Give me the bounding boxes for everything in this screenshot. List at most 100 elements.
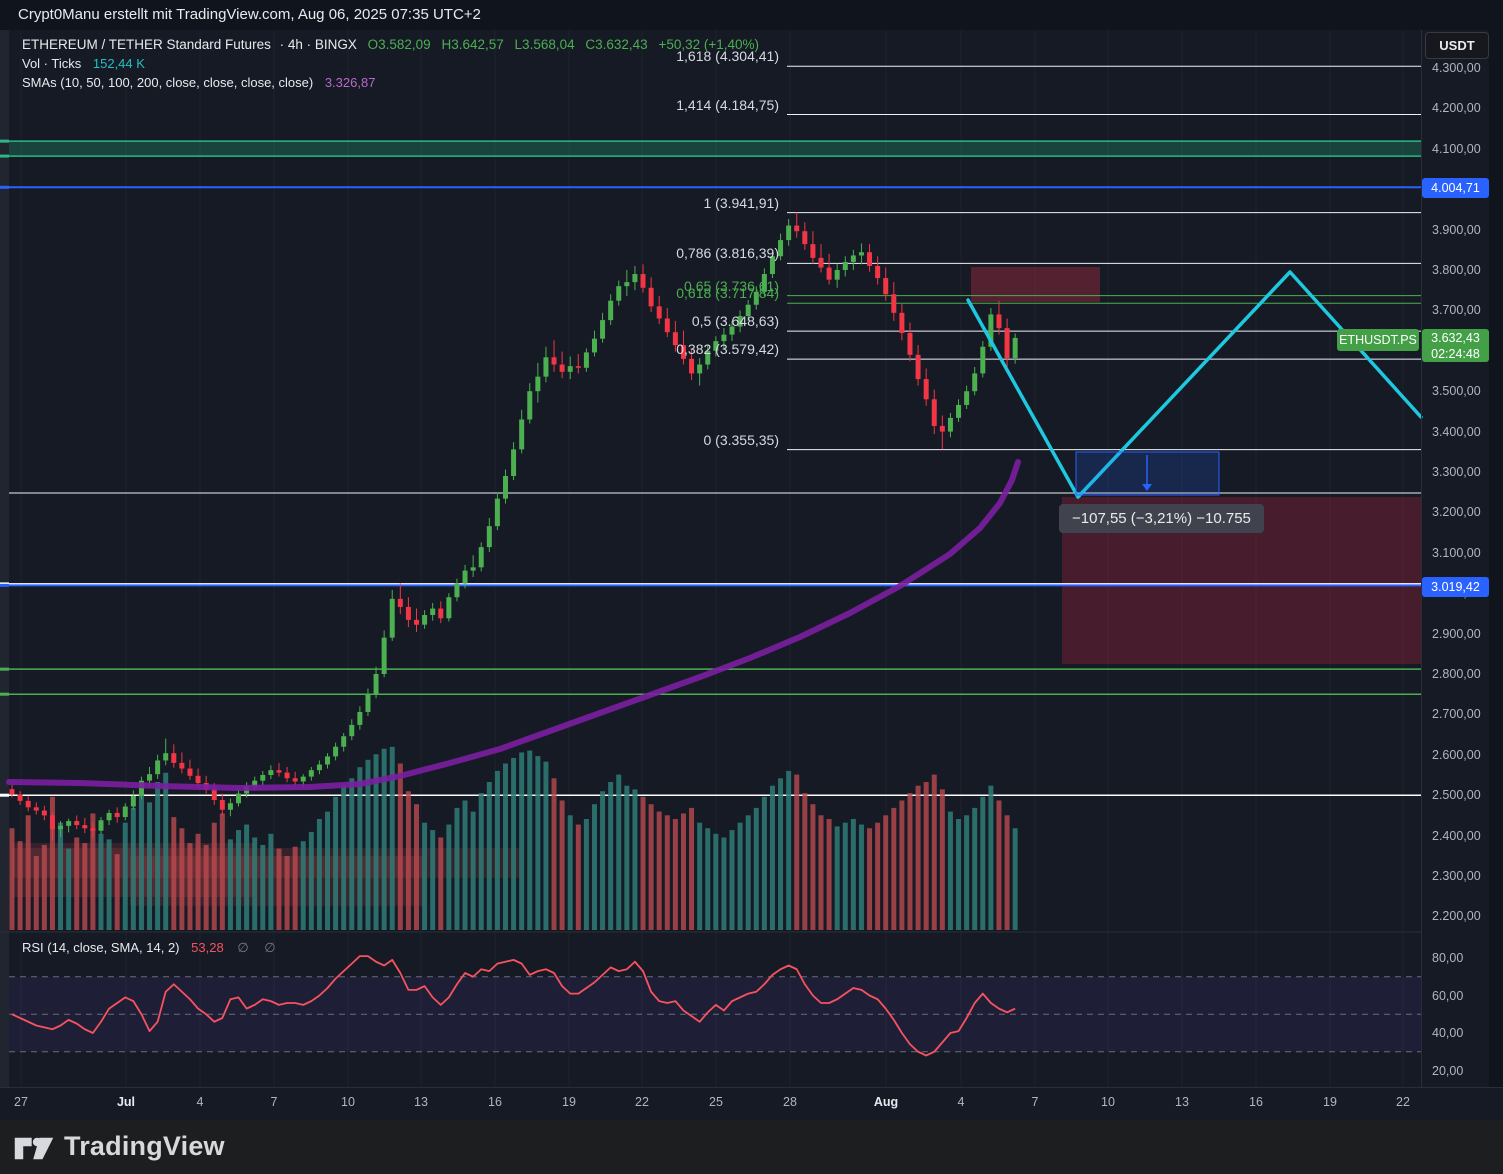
volume-bar — [227, 839, 233, 930]
tradingview-logo-icon — [14, 1137, 54, 1159]
volume-bar — [373, 754, 379, 930]
ohlc-open: O3.582,09 — [367, 37, 431, 52]
time-tick-label: 28 — [783, 1095, 797, 1109]
volume-bar — [729, 830, 735, 930]
volume-bar — [470, 811, 476, 930]
candle-body — [656, 306, 662, 319]
volume-bar — [575, 824, 581, 930]
fib-label: 1,618 (4.304,41) — [676, 48, 779, 65]
volume-bar — [430, 830, 436, 930]
time-tick-label: 4 — [196, 1095, 204, 1109]
candle-body — [543, 357, 549, 377]
candle-body — [98, 820, 104, 831]
volume-bar — [349, 778, 355, 930]
price-axis[interactable]: USDT 4.300,00 4.200,00 4.100,00 3.900,00 3.8… — [1421, 30, 1489, 1120]
volume-bar — [252, 837, 258, 930]
time-tick-month-label: Jul — [116, 1095, 136, 1109]
candle-body — [907, 333, 913, 355]
volume-bar — [591, 804, 597, 930]
rsi-tick-label: 60,00 — [1432, 988, 1464, 1003]
candle-body — [778, 240, 784, 257]
volume-bar — [996, 800, 1002, 930]
volume-bar — [414, 804, 419, 930]
volume-bar — [624, 785, 630, 930]
alert-price-label-lower: 3.019,42 — [1422, 577, 1489, 597]
time-axis[interactable]: 27 Jul 4 7 10 13 16 19 22 25 28 Aug 4 7 10 13 16 19 22 — [0, 1087, 1503, 1120]
sma200-line[interactable] — [6, 459, 1021, 791]
alert-price-label-upper: 4.004,71 — [1422, 178, 1489, 198]
rsi-line[interactable] — [11, 955, 1016, 1057]
candle-body — [438, 608, 444, 619]
candle-body — [179, 762, 185, 769]
price-tick-label: 3.500,00 — [1432, 384, 1481, 399]
candle-body — [502, 476, 508, 499]
rsi-tick-label: 80,00 — [1432, 951, 1464, 965]
volume-bar — [74, 837, 80, 930]
volume-bar — [672, 819, 678, 930]
candle-body — [252, 780, 258, 787]
price-tick-label: 2.700,00 — [1432, 707, 1481, 722]
volume-bar — [341, 785, 347, 930]
candle-body — [802, 231, 808, 245]
alert-price-lower-text: 3.019,42 — [1431, 580, 1480, 594]
candle-body — [405, 606, 411, 620]
candle-body — [519, 419, 525, 450]
candle-body — [389, 598, 395, 638]
volume-bar — [632, 789, 638, 930]
currency-toggle-button[interactable]: USDT — [1425, 32, 1489, 59]
candle-body — [446, 597, 452, 619]
candle-body — [826, 267, 832, 280]
volume-bar — [834, 826, 840, 930]
volume-bar — [405, 791, 411, 930]
price-tick-label: 2.300,00 — [1432, 869, 1481, 883]
candle-body — [316, 764, 322, 771]
volume-bar — [656, 811, 662, 930]
legend-symbol-row[interactable]: ETHEREUM / TETHER Standard Futures · 4h … — [22, 36, 759, 53]
candle-body — [122, 806, 128, 818]
candle-body — [114, 812, 120, 818]
volume-value: 152,44 K — [92, 56, 145, 71]
ohlc-change: +50,32 (+1,40%) — [658, 37, 760, 52]
candle-body — [858, 252, 864, 256]
candle-body — [810, 244, 816, 258]
volume-bar — [567, 815, 573, 930]
volume-bar — [486, 782, 492, 930]
rsi-legend-row[interactable]: RSI (14, close, SMA, 14, 2) 53,28 ∅ ∅ — [22, 940, 282, 956]
volume-bar — [753, 807, 759, 930]
volume-bar — [171, 817, 177, 930]
candle-body — [292, 778, 298, 782]
ohlc-low: L3.568,04 — [514, 37, 575, 52]
candle-body — [211, 789, 217, 801]
legend-sma-row[interactable]: SMAs (10, 50, 100, 200, close, close, cl… — [22, 74, 759, 91]
candle-body — [155, 760, 161, 775]
tradingview-brand-link[interactable]: TradingView — [14, 1131, 225, 1162]
volume-bar — [980, 796, 986, 930]
volume-bar — [923, 782, 929, 930]
legend-volume-row[interactable]: Vol · Ticks 152,44 K — [22, 55, 759, 72]
candle-body — [236, 793, 242, 804]
candle-body — [551, 357, 557, 365]
volume-bar — [49, 796, 55, 930]
candle-body — [195, 775, 201, 784]
price-tick-label: 2.900,00 — [1432, 626, 1481, 641]
candle-body — [786, 225, 792, 241]
candle-body — [276, 770, 282, 773]
volume-bar — [818, 815, 824, 930]
measure-tooltip: −107,55 (−3,21%) −10.755 — [1059, 504, 1264, 533]
volume-bar — [446, 824, 452, 930]
volume-bar — [511, 757, 517, 930]
volume-bar — [292, 846, 298, 930]
candle-body — [769, 256, 775, 275]
time-tick-label: 19 — [562, 1095, 576, 1109]
price-tick-label: 2.500,00 — [1432, 788, 1481, 803]
candle-body — [875, 265, 881, 279]
candle-body — [672, 332, 678, 346]
time-tick-label: 7 — [270, 1095, 278, 1109]
symbol-price-flag[interactable]: ETHUSDT.PS — [1337, 329, 1419, 351]
candle-body — [511, 449, 517, 477]
volume-bar — [397, 763, 403, 930]
fib-label: 0,786 (3.816,39) — [676, 245, 779, 262]
volume-bar — [891, 807, 897, 930]
volume-bar — [454, 807, 460, 930]
